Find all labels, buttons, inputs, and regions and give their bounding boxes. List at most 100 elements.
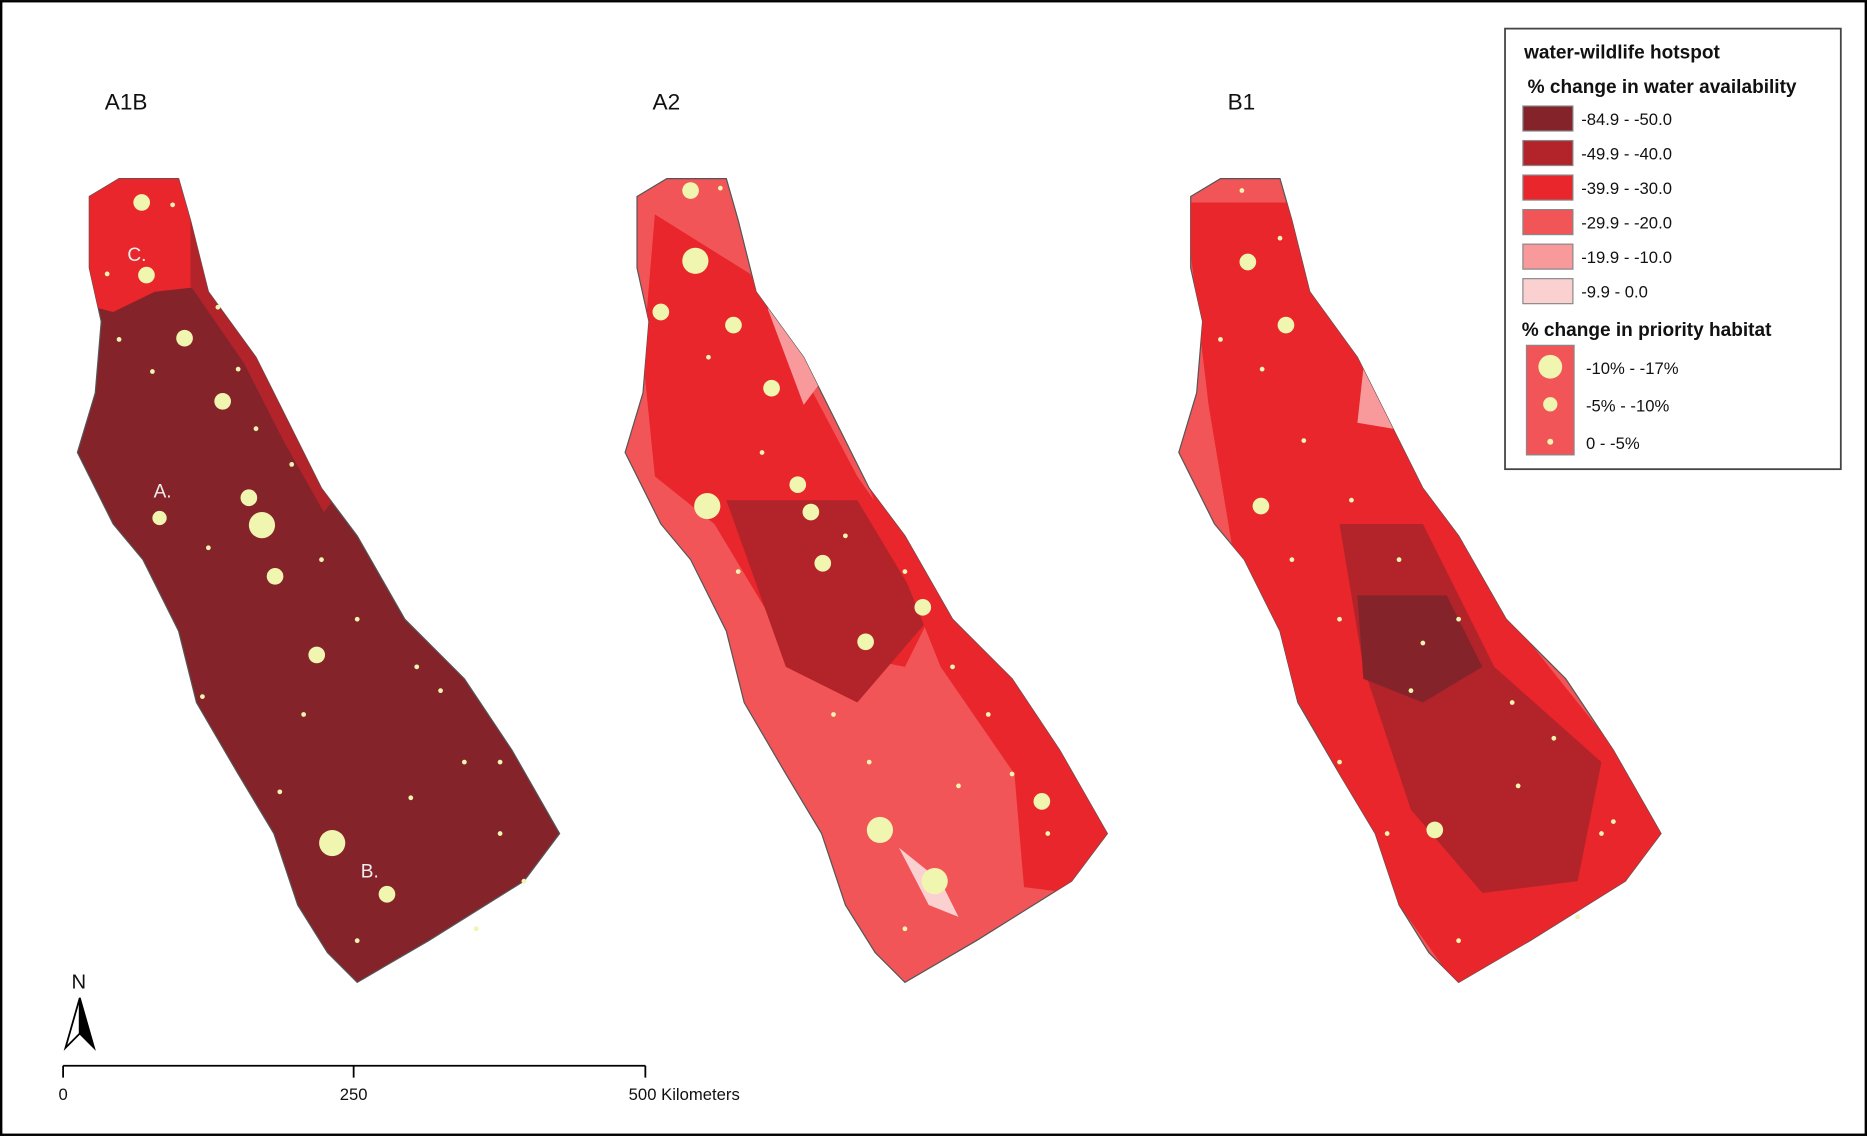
hotspot bbox=[1349, 497, 1354, 503]
hotspot bbox=[289, 462, 295, 467]
hotspot bbox=[205, 545, 211, 551]
legend-swatch bbox=[1522, 174, 1574, 201]
hotspot bbox=[831, 712, 836, 717]
legend-label: -84.9 - -50.0 bbox=[1581, 110, 1672, 129]
hotspot bbox=[763, 379, 780, 397]
hotspot bbox=[1337, 759, 1342, 765]
hotspot bbox=[652, 303, 670, 321]
hotspot bbox=[200, 694, 205, 699]
hotspot bbox=[717, 185, 723, 191]
hotspot bbox=[1218, 337, 1223, 342]
legend-label: -19.9 - -10.0 bbox=[1581, 248, 1672, 267]
hotspot bbox=[150, 369, 155, 374]
hotspot bbox=[706, 354, 711, 360]
hotspot bbox=[354, 938, 360, 944]
hotspot bbox=[1239, 253, 1257, 271]
hotspot bbox=[497, 831, 503, 836]
hotspot bbox=[694, 492, 721, 520]
hotspot bbox=[1301, 438, 1307, 443]
hotspot bbox=[138, 266, 155, 284]
hotspot bbox=[438, 688, 443, 694]
hotspot bbox=[521, 878, 527, 884]
legend-label: -39.9 - -30.0 bbox=[1581, 179, 1672, 198]
hotspot bbox=[461, 759, 467, 765]
hotspot bbox=[1033, 793, 1051, 810]
hotspot bbox=[857, 633, 874, 651]
hotspot bbox=[152, 510, 167, 526]
hotspot bbox=[1277, 235, 1283, 241]
hotspot bbox=[1456, 938, 1461, 944]
legend-heading: % change in water availability bbox=[1528, 77, 1797, 98]
legend-swatch bbox=[1522, 278, 1574, 305]
hotspot bbox=[914, 598, 932, 616]
legend-label: -10% - -17% bbox=[1586, 359, 1679, 378]
scale-label: 0 bbox=[58, 1085, 67, 1104]
legend: water-wildlife hotspot % change in water… bbox=[1504, 27, 1842, 471]
hotspot bbox=[248, 512, 276, 539]
hotspot bbox=[1575, 914, 1581, 920]
hotspot bbox=[215, 304, 221, 310]
hotspot bbox=[921, 868, 948, 895]
hotspot bbox=[1420, 640, 1426, 646]
hotspot bbox=[682, 247, 709, 274]
hotspot bbox=[473, 926, 479, 932]
hotspot bbox=[414, 664, 420, 670]
hotspot bbox=[902, 569, 908, 574]
hotspot bbox=[408, 795, 414, 801]
hotspot bbox=[301, 712, 307, 717]
hotspot bbox=[682, 182, 699, 199]
region bbox=[1357, 369, 1394, 429]
hotspot bbox=[176, 329, 193, 347]
legend-swatch bbox=[1522, 139, 1574, 167]
hotspot bbox=[1509, 700, 1515, 705]
hotspot bbox=[1408, 688, 1414, 694]
hotspot bbox=[1384, 831, 1390, 836]
hotspot bbox=[497, 759, 503, 765]
point-label: A. bbox=[154, 482, 172, 503]
hotspot bbox=[1551, 735, 1557, 741]
hotspot bbox=[789, 476, 807, 493]
hotspot bbox=[1259, 366, 1265, 372]
legend-title: water-wildlife hotspot bbox=[1523, 42, 1720, 63]
hotspot bbox=[735, 569, 741, 574]
legend-symbol bbox=[1547, 438, 1554, 445]
region bbox=[1357, 595, 1483, 703]
hotspot bbox=[725, 316, 742, 334]
hotspot bbox=[116, 337, 122, 342]
map-label: A2 bbox=[652, 90, 680, 115]
legend-label: -9.9 - 0.0 bbox=[1581, 283, 1648, 302]
hotspot bbox=[1515, 783, 1521, 789]
hotspot bbox=[1239, 188, 1245, 193]
hotspot bbox=[1611, 819, 1616, 824]
hotspot bbox=[319, 829, 346, 857]
legend-swatch bbox=[1522, 105, 1574, 132]
hotspot bbox=[240, 489, 258, 507]
scale-label: 500 Kilometers bbox=[629, 1085, 740, 1104]
hotspot bbox=[277, 789, 283, 795]
map-label: B1 bbox=[1228, 90, 1256, 115]
legend-symbol bbox=[1538, 354, 1563, 379]
legend-heading: % change in priority habitat bbox=[1522, 320, 1772, 341]
hotspot bbox=[1599, 831, 1604, 836]
point-label: B. bbox=[361, 862, 379, 883]
hotspot bbox=[1045, 831, 1051, 836]
hotspot bbox=[354, 616, 360, 622]
hotspot bbox=[319, 557, 324, 563]
hotspot bbox=[170, 202, 176, 208]
legend-label: -5% - -10% bbox=[1586, 396, 1669, 415]
hotspot bbox=[866, 816, 894, 844]
legend-swatch bbox=[1522, 243, 1574, 270]
hotspot bbox=[104, 271, 110, 277]
hotspot bbox=[950, 664, 955, 670]
hotspot bbox=[214, 392, 231, 410]
scale-label: 250 bbox=[340, 1085, 368, 1104]
legend-swatch bbox=[1522, 209, 1574, 236]
hotspot bbox=[266, 568, 284, 585]
hotspot bbox=[1337, 616, 1342, 622]
hotspot bbox=[843, 533, 848, 539]
legend-label: -29.9 - -20.0 bbox=[1581, 214, 1672, 233]
hotspot bbox=[956, 783, 961, 789]
hotspot bbox=[1456, 616, 1461, 622]
hotspot bbox=[253, 426, 259, 432]
